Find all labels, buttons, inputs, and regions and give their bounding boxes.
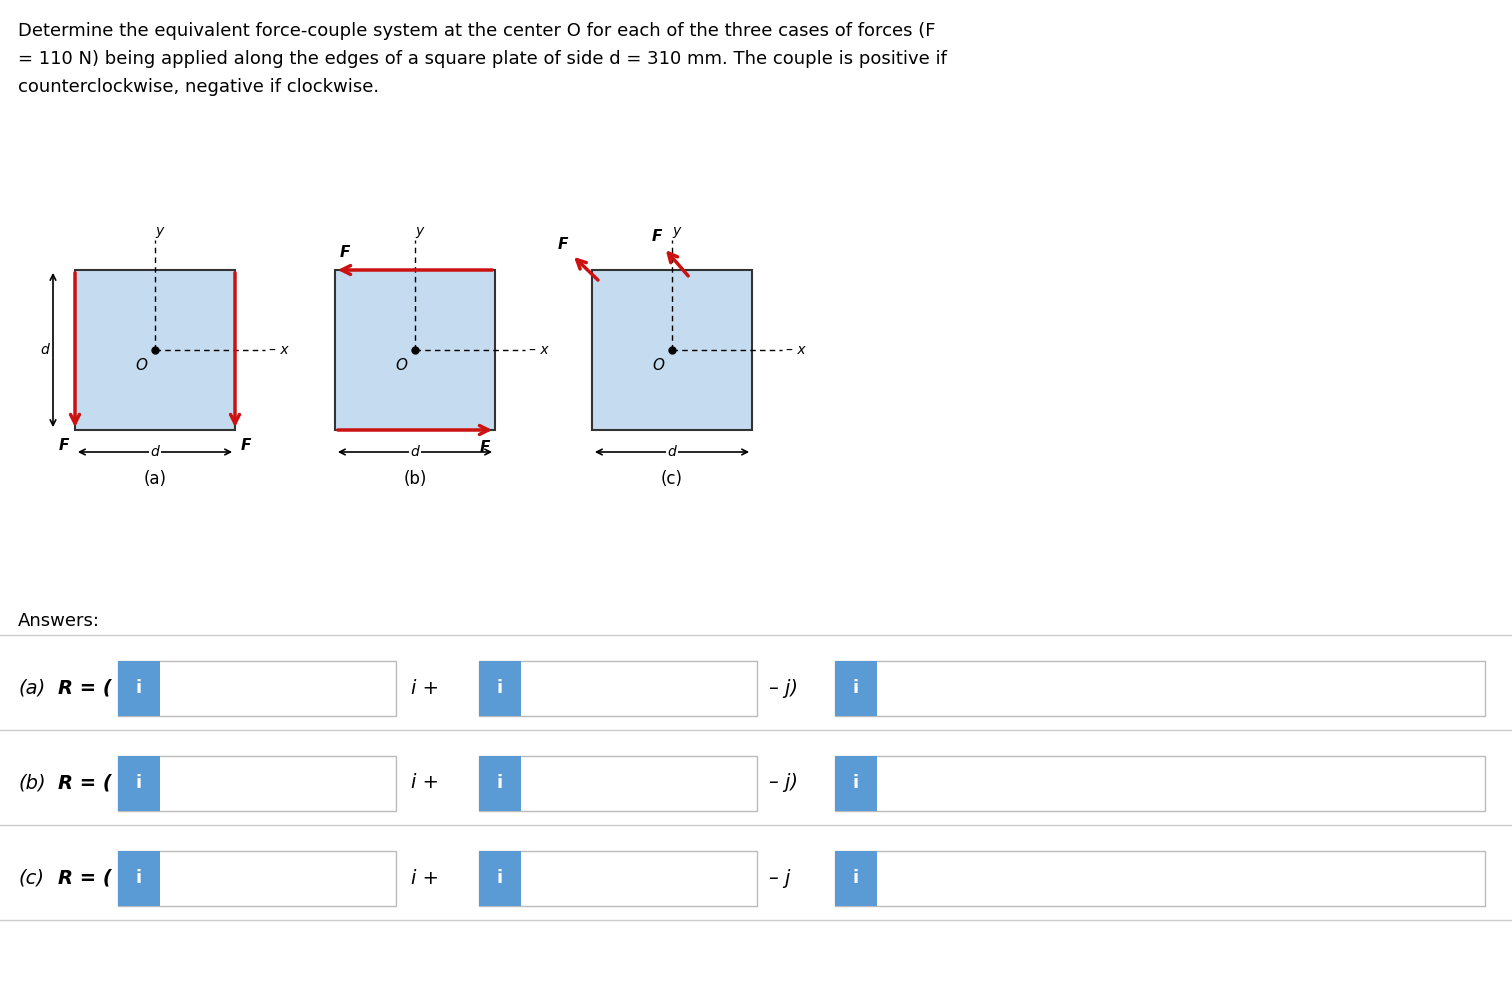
Text: (c): (c) [661,470,683,488]
Text: F: F [652,229,662,244]
Text: – j: – j [770,869,791,887]
Bar [118,756,396,810]
Text: R = (: R = ( [57,678,112,698]
Text: y: y [671,224,680,238]
Text: O: O [652,358,664,373]
Text: – x: – x [786,343,806,357]
Text: F: F [479,440,490,455]
Text: i: i [497,679,503,697]
Bar [479,660,522,716]
Text: i: i [497,869,503,887]
Text: i: i [853,679,859,697]
Text: – j): – j) [770,678,798,698]
Bar [118,756,160,810]
Text: i: i [136,679,142,697]
Text: y: y [154,224,163,238]
Bar [76,270,234,430]
Text: y: y [414,224,423,238]
Text: i: i [136,774,142,792]
Bar [479,756,758,810]
Text: i +: i + [411,869,438,887]
Text: (a): (a) [18,678,45,698]
Text: F: F [340,245,351,260]
Bar [479,756,522,810]
Text: (c): (c) [18,869,44,887]
Text: (b): (b) [18,773,45,792]
Bar [835,851,877,905]
Bar [118,660,396,716]
Bar [479,851,758,905]
Text: i: i [136,869,142,887]
Text: = 110 N) being applied along the edges of a square plate of side d = 310 mm. The: = 110 N) being applied along the edges o… [18,50,947,68]
Bar [118,660,160,716]
Bar [835,756,877,810]
Text: d: d [151,445,159,459]
Text: Determine the equivalent force-couple system at the center O for each of the thr: Determine the equivalent force-couple sy… [18,22,936,40]
Text: i +: i + [411,773,438,792]
Text: – x: – x [529,343,549,357]
Text: F: F [59,438,70,453]
Text: – j): – j) [770,773,798,792]
Bar [835,660,877,716]
Text: R = (: R = ( [57,773,112,792]
Text: F: F [558,237,569,252]
Text: d: d [411,445,419,459]
Text: R = (: R = ( [57,869,112,887]
Text: – x: – x [269,343,289,357]
Text: i: i [497,774,503,792]
Text: Answers:: Answers: [18,612,100,630]
Text: F: F [240,438,251,453]
Bar [835,660,1485,716]
Bar [593,270,751,430]
Text: (b): (b) [404,470,426,488]
Text: i +: i + [411,678,438,698]
Bar [479,660,758,716]
Text: O: O [395,358,407,373]
Text: O: O [135,358,147,373]
Text: (a): (a) [144,470,166,488]
Bar [835,851,1485,905]
Text: d: d [41,343,48,357]
Text: i: i [853,869,859,887]
Text: i: i [853,774,859,792]
Bar [336,270,494,430]
Bar [118,851,160,905]
Text: counterclockwise, negative if clockwise.: counterclockwise, negative if clockwise. [18,78,380,96]
Bar [479,851,522,905]
Text: d: d [668,445,676,459]
Bar [118,851,396,905]
Bar [835,756,1485,810]
